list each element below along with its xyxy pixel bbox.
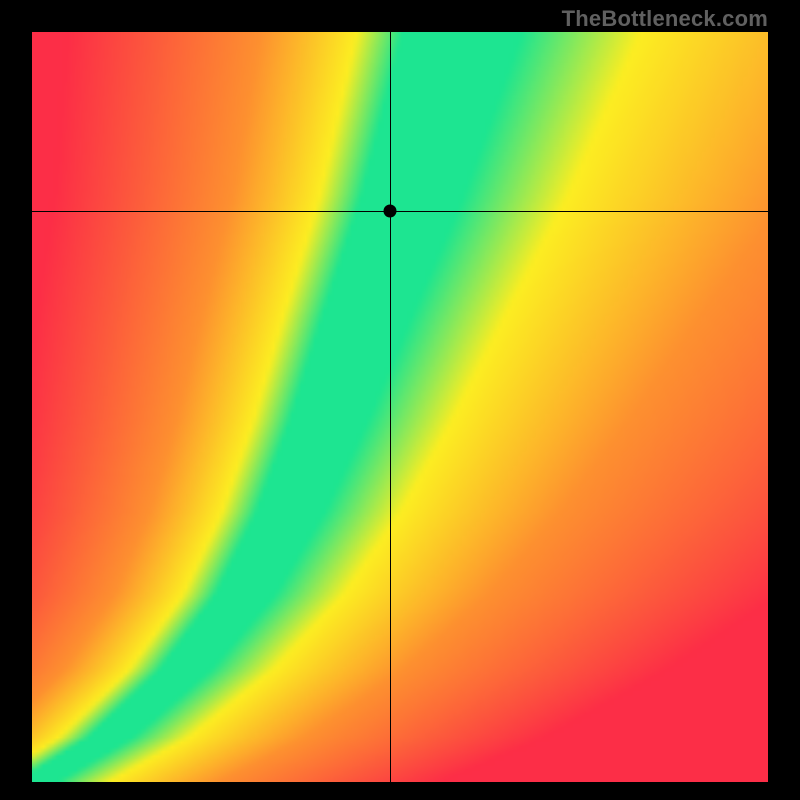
heatmap-canvas — [32, 32, 768, 782]
crosshair-marker — [383, 204, 396, 217]
heatmap-plot — [32, 32, 768, 782]
watermark: TheBottleneck.com — [562, 6, 768, 32]
